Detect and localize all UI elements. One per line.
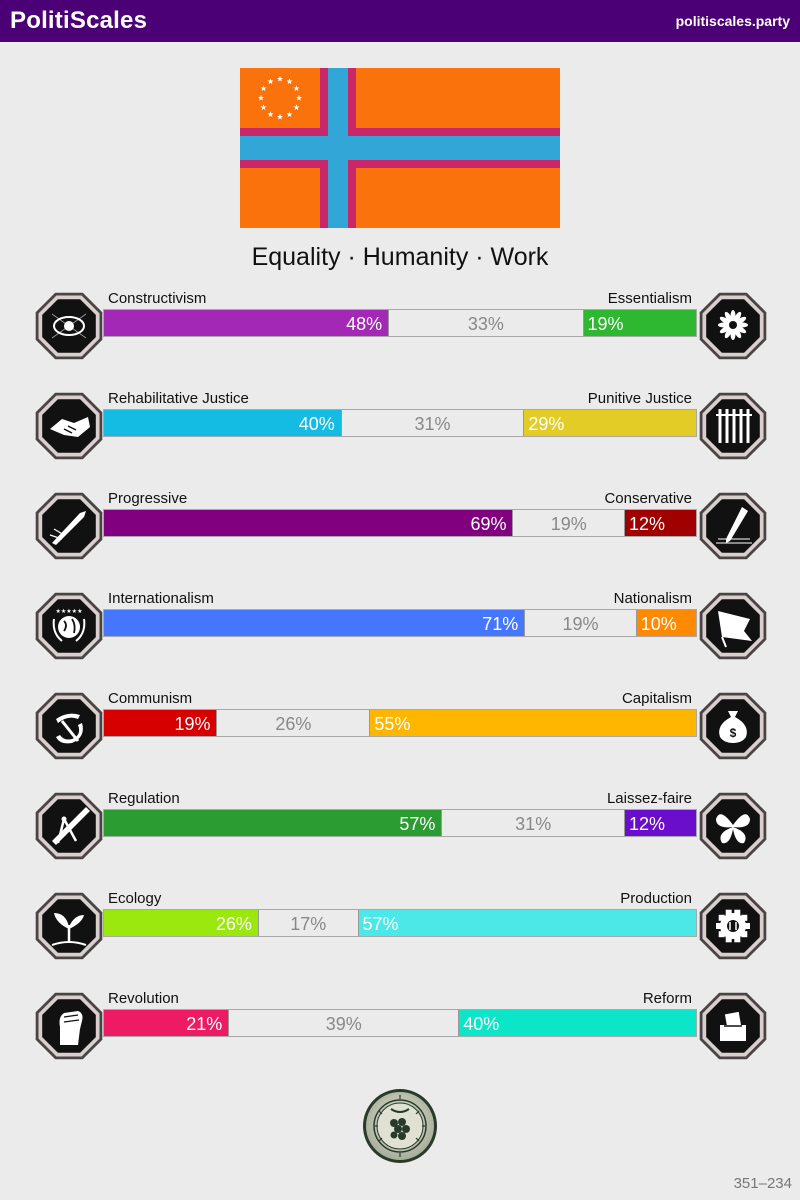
- axis-bar: 69% 19% 12%: [103, 509, 697, 537]
- ballot-box-icon: [698, 989, 768, 1063]
- axis-left-label: Internationalism: [108, 590, 214, 607]
- axis-bar-left-segment: 19%: [104, 710, 217, 736]
- axis-right-label: Production: [620, 890, 692, 907]
- svg-text:$: $: [730, 726, 737, 740]
- app-header: PolitiScales politiscales.party: [0, 0, 800, 42]
- result-flag: [240, 68, 560, 228]
- axis-bar-right-segment: 12%: [624, 510, 696, 536]
- flag-cross-horizontal-inner: [240, 136, 560, 160]
- axis-right-label: Capitalism: [621, 690, 692, 707]
- axis-bar-neutral-segment: 33%: [388, 310, 584, 336]
- axis-left-label: Communism: [108, 690, 193, 707]
- axis-left-label: Ecology: [108, 890, 162, 907]
- gear-icon: [698, 889, 768, 963]
- globe-laurel-icon: ★★★★★: [34, 589, 104, 663]
- hammer-sickle-icon: [34, 689, 104, 763]
- eye-icon: [34, 289, 104, 363]
- axis-bar-left-segment: 48%: [104, 310, 389, 336]
- axis-row: 21% 39% 40% Revolution Reform: [34, 989, 768, 1063]
- axis-bar-neutral-segment: 31%: [441, 810, 625, 836]
- flag-star: [260, 85, 267, 92]
- svg-text:★★★★★: ★★★★★: [56, 608, 83, 615]
- motto-slogan: Equality · Humanity · Work: [251, 243, 549, 271]
- axis-right-label: Reform: [642, 990, 692, 1007]
- axis-bar: 19% 26% 55%: [103, 709, 697, 737]
- axis-bar-neutral-segment: 19%: [524, 610, 637, 636]
- sprout-icon: [34, 889, 104, 963]
- axis-bar: 26% 17% 57%: [103, 909, 697, 937]
- axis-right-label: Essentialism: [607, 290, 692, 307]
- brand-title[interactable]: PolitiScales: [10, 7, 148, 34]
- axis-bar-left-segment: 57%: [104, 810, 442, 836]
- axis-bar-left-segment: 69%: [104, 510, 513, 536]
- axis-right-label: Nationalism: [613, 590, 692, 607]
- axis-bar-neutral-segment: 31%: [340, 410, 525, 436]
- rocket-icon: [34, 489, 104, 563]
- axis-left-label: Progressive: [108, 490, 188, 507]
- axis-bar-left-segment: 21%: [104, 1010, 229, 1036]
- flag-star: [293, 85, 300, 92]
- axis-row: 48% 33% 19% Constructivism Essentialism: [34, 289, 768, 363]
- axis-bar-right-segment: 12%: [624, 810, 696, 836]
- raised-fist-icon: [34, 989, 104, 1063]
- axis-bar: 57% 31% 12%: [103, 809, 697, 837]
- flag-star: [267, 78, 274, 85]
- axis-right-label: Punitive Justice: [587, 390, 692, 407]
- axis-bar: 48% 33% 19%: [103, 309, 697, 337]
- flag-star: [267, 111, 274, 118]
- axis-row: 40% 31% 29% Rehabilitative Justice Punitive …: [34, 389, 768, 463]
- axis-bar-neutral-segment: 39%: [228, 1010, 460, 1036]
- axis-row: 69% 19% 12% Progressive Conservative: [34, 489, 768, 563]
- butterfly-icon: [698, 789, 768, 863]
- flag-star: [276, 75, 284, 82]
- axis-bar-right-segment: 40%: [459, 1010, 696, 1036]
- site-url-link[interactable]: politiscales.party: [675, 13, 790, 29]
- axis-right-label: Conservative: [604, 490, 692, 507]
- flag-star: [257, 94, 265, 101]
- flag-icon: [698, 589, 768, 663]
- axis-bar-neutral-segment: 19%: [512, 510, 625, 536]
- axis-bar-left-segment: 26%: [104, 910, 258, 936]
- axis-bar: 21% 39% 40%: [103, 1009, 697, 1037]
- axis-bar-neutral-segment: 26%: [216, 710, 371, 736]
- handshake-icon: [34, 389, 104, 463]
- axis-bar-right-segment: 29%: [524, 410, 696, 436]
- flower-icon: [698, 289, 768, 363]
- axis-row: 19% 26% 55% Communism Capitalism $: [34, 689, 768, 763]
- axis-bar: 71% 19% 10%: [103, 609, 697, 637]
- axis-row: 71% 19% 10% Internationalism Nationalism ★★★★…: [34, 589, 768, 663]
- axis-bar-left-segment: 71%: [104, 610, 525, 636]
- axis-bar-left-segment: 40%: [104, 410, 341, 436]
- money-bag-icon: $: [698, 689, 768, 763]
- axis-right-label: Laissez-faire: [606, 790, 692, 807]
- flag-star: [286, 78, 293, 85]
- axis-left-label: Revolution: [108, 990, 179, 1007]
- result-code: 351–234: [733, 1175, 792, 1192]
- axis-bar-right-segment: 19%: [583, 310, 696, 336]
- quill-icon: [698, 489, 768, 563]
- flag-stars-icon: [257, 75, 303, 120]
- axis-row: 26% 17% 57% Ecology Production: [34, 889, 768, 963]
- ruler-compass-icon: [34, 789, 104, 863]
- axis-left-label: Constructivism: [108, 290, 207, 307]
- axis-left-label: Rehabilitative Justice: [108, 390, 249, 407]
- axis-row: 57% 31% 12% Regulation Laissez-faire: [34, 789, 768, 863]
- axis-bar-right-segment: 55%: [370, 710, 696, 736]
- prison-bars-icon: [698, 389, 768, 463]
- axis-bar-right-segment: 57%: [358, 910, 696, 936]
- axis-bar-right-segment: 10%: [636, 610, 696, 636]
- flag-star: [293, 104, 300, 111]
- axis-left-label: Regulation: [108, 790, 180, 807]
- seal-icon: [363, 1089, 437, 1163]
- flag-star: [260, 104, 267, 111]
- axis-bar-neutral-segment: 17%: [257, 910, 359, 936]
- flag-star: [286, 111, 293, 118]
- flag-star: [276, 113, 284, 120]
- axis-bar: 40% 31% 29%: [103, 409, 697, 437]
- flag-star: [295, 94, 303, 101]
